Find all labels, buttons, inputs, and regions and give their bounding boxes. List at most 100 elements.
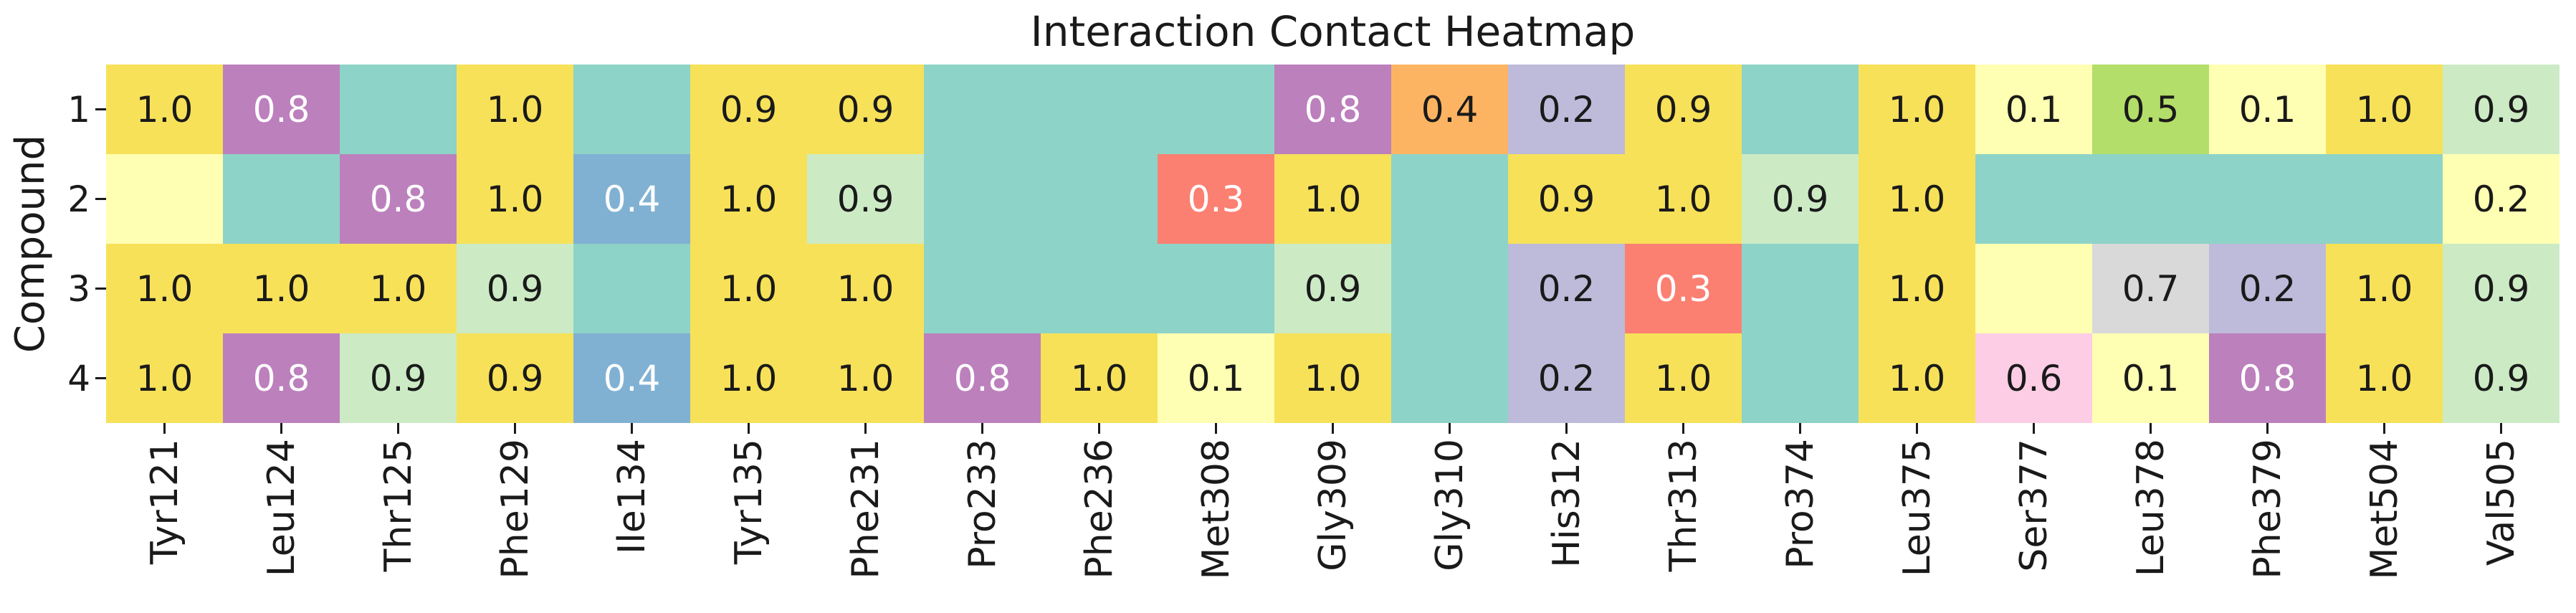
heatmap-cell-4-Phe379: 0.8 (2209, 333, 2326, 423)
x-tick-mark (2150, 423, 2152, 434)
x-tick-mark (1565, 423, 1568, 434)
heatmap-cell-4-Leu378: 0.1 (2092, 333, 2209, 423)
x-tick-label-Leu124: Leu124 (259, 439, 303, 577)
heatmap-cell-4-Thr125: 0.9 (340, 333, 457, 423)
heatmap-cell-2-Phe236 (1041, 154, 1158, 244)
heatmap-cell-3-Phe379: 0.2 (2209, 244, 2326, 333)
heatmap-cell-2-Gly310 (1391, 154, 1508, 244)
heatmap-cell-2-Phe129: 1.0 (457, 154, 573, 244)
heatmap-cell-2-Phe231: 0.9 (807, 154, 924, 244)
x-tick-label-Leu378: Leu378 (2129, 439, 2172, 577)
x-tick-label-Met504: Met504 (2362, 439, 2406, 580)
x-tick-label-Tyr135: Tyr135 (727, 439, 771, 565)
x-tick-label-Gly310: Gly310 (1428, 439, 1471, 571)
y-tick-mark (95, 377, 106, 379)
x-tick-label-Phe236: Phe236 (1077, 439, 1121, 579)
heatmap-cell-1-Leu124: 0.8 (223, 65, 340, 154)
x-tick-mark (1682, 423, 1684, 434)
heatmap-cell-1-Ile134 (573, 65, 690, 154)
heatmap-cell-1-Thr313: 0.9 (1625, 65, 1742, 154)
heatmap-cell-2-Leu378 (2092, 154, 2209, 244)
x-tick-mark (280, 423, 282, 434)
heatmap-cell-1-Pro374 (1742, 65, 1859, 154)
heatmap-cell-3-Met308 (1158, 244, 1274, 333)
heatmap-cell-4-Phe231: 1.0 (807, 333, 924, 423)
x-tick-mark (1916, 423, 1918, 434)
heatmap-cell-2-Ile134: 0.4 (573, 154, 690, 244)
x-tick-mark (1098, 423, 1100, 434)
y-tick-mark (95, 198, 106, 200)
chart-title: Interaction Contact Heatmap (1030, 7, 1636, 56)
y-tick-mark (95, 288, 106, 290)
heatmap-cell-4-Gly309: 1.0 (1274, 333, 1391, 423)
x-tick-label-Phe379: Phe379 (2246, 439, 2289, 579)
heatmap-cell-2-His312: 0.9 (1508, 154, 1625, 244)
heatmap-cell-2-Tyr121 (106, 154, 223, 244)
heatmap-cell-4-Phe236: 1.0 (1041, 333, 1158, 423)
heatmap-cell-4-His312: 0.2 (1508, 333, 1625, 423)
x-tick-mark (1449, 423, 1451, 434)
x-tick-label-Pro374: Pro374 (1778, 439, 1822, 569)
heatmap-cell-4-Tyr135: 1.0 (690, 333, 807, 423)
x-tick-label-Val505: Val505 (2479, 439, 2523, 566)
heatmap-cell-4-Val505: 0.9 (2443, 333, 2560, 423)
y-axis-label: Compound (6, 134, 54, 353)
heatmap-cell-3-Phe236 (1041, 244, 1158, 333)
heatmap-cell-1-Gly310: 0.4 (1391, 65, 1508, 154)
heatmap-cell-3-Met504: 1.0 (2326, 244, 2443, 333)
y-tick-mark (95, 108, 106, 110)
heatmap-cell-4-Leu375: 1.0 (1859, 333, 1975, 423)
heatmap-cell-1-Phe231: 0.9 (807, 65, 924, 154)
heatmap-cell-4-Leu124: 0.8 (223, 333, 340, 423)
heatmap-cell-2-Val505: 0.2 (2443, 154, 2560, 244)
x-tick-mark (631, 423, 633, 434)
x-tick-label-Tyr121: Tyr121 (143, 439, 186, 565)
heatmap-cell-1-Phe379: 0.1 (2209, 65, 2326, 154)
heatmap-cell-3-Thr313: 0.3 (1625, 244, 1742, 333)
heatmap-cell-4-Gly310 (1391, 333, 1508, 423)
heatmap-cell-3-Gly310 (1391, 244, 1508, 333)
heatmap-cell-4-Thr313: 1.0 (1625, 333, 1742, 423)
heatmap-cell-1-Gly309: 0.8 (1274, 65, 1391, 154)
heatmap-cell-1-Pro233 (924, 65, 1041, 154)
x-tick-mark (2266, 423, 2269, 434)
y-tick-label-3: 3 (67, 267, 90, 310)
heatmap-cell-2-Pro374: 0.9 (1742, 154, 1859, 244)
heatmap-cell-3-Phe129: 0.9 (457, 244, 573, 333)
heatmap-cell-2-Gly309: 1.0 (1274, 154, 1391, 244)
heatmap-cell-2-Leu124 (223, 154, 340, 244)
x-tick-label-Ile134: Ile134 (610, 439, 654, 555)
x-tick-label-Phe129: Phe129 (493, 439, 537, 579)
x-tick-mark (1799, 423, 1801, 434)
x-tick-mark (748, 423, 750, 434)
heatmap-cell-1-His312: 0.2 (1508, 65, 1625, 154)
heatmap-cell-3-Phe231: 1.0 (807, 244, 924, 333)
x-tick-mark (163, 423, 166, 434)
heatmap-cell-1-Leu375: 1.0 (1859, 65, 1975, 154)
heatmap-cell-2-Tyr135: 1.0 (690, 154, 807, 244)
heatmap-cell-1-Tyr135: 0.9 (690, 65, 807, 154)
x-tick-label-Ser377: Ser377 (2012, 439, 2056, 572)
heatmap-cell-3-Thr125: 1.0 (340, 244, 457, 333)
heatmap-cell-3-Pro374 (1742, 244, 1859, 333)
heatmap-cell-3-Leu378: 0.7 (2092, 244, 2209, 333)
heatmap-cell-1-Leu378: 0.5 (2092, 65, 2209, 154)
heatmap-cell-1-Met504: 1.0 (2326, 65, 2443, 154)
heatmap-cell-1-Thr125 (340, 65, 457, 154)
x-tick-mark (397, 423, 399, 434)
heatmap-cell-1-Met308 (1158, 65, 1274, 154)
heatmap-cell-4-Met308: 0.1 (1158, 333, 1274, 423)
heatmap-cell-3-Tyr121: 1.0 (106, 244, 223, 333)
x-tick-label-Met308: Met308 (1194, 439, 1238, 580)
x-tick-mark (981, 423, 983, 434)
heatmap-cell-4-Pro233: 0.8 (924, 333, 1041, 423)
heatmap-cell-2-Leu375: 1.0 (1859, 154, 1975, 244)
heatmap-cell-1-Tyr121: 1.0 (106, 65, 223, 154)
y-tick-label-1: 1 (67, 88, 90, 130)
x-tick-mark (2383, 423, 2385, 434)
y-tick-label-4: 4 (67, 357, 90, 399)
heatmap-cell-1-Val505: 0.9 (2443, 65, 2560, 154)
heatmap-cell-3-Val505: 0.9 (2443, 244, 2560, 333)
heatmap-cell-3-Gly309: 0.9 (1274, 244, 1391, 333)
